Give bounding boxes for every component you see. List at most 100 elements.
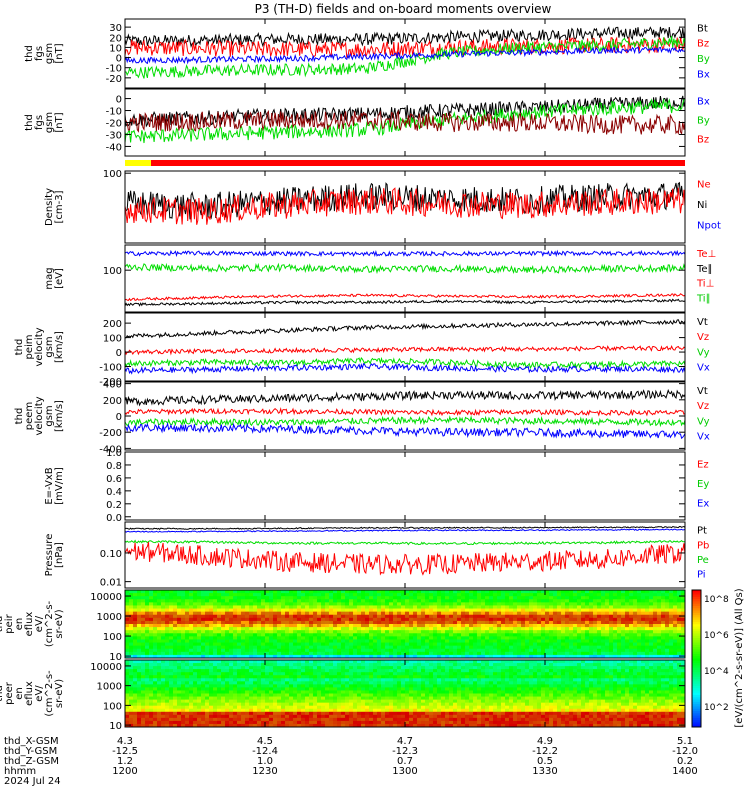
spectrogram-cell [585, 621, 590, 625]
spectrogram-cell [385, 643, 390, 647]
spectrogram-cell [365, 649, 370, 653]
spectrogram-cell [369, 590, 374, 594]
spectrogram-cell [133, 666, 138, 670]
spectrogram-cell [377, 615, 382, 619]
spectrogram-cell [157, 621, 162, 625]
spectrogram-cell [461, 605, 466, 609]
spectrogram-cell [265, 709, 270, 713]
spectrogram-cell [541, 596, 546, 600]
spectrogram-cell [181, 609, 186, 613]
spectrogram-cell [193, 697, 198, 701]
spectrogram-cell [277, 660, 282, 664]
spectrogram-cell [537, 590, 542, 594]
spectrogram-cell [289, 639, 294, 643]
spectrogram-cell [329, 718, 334, 722]
y-tick-label: -30 [106, 130, 122, 141]
spectrogram-cell [325, 663, 330, 667]
spectrogram-cell [209, 639, 214, 643]
spectrogram-cell [533, 652, 538, 656]
spectrogram-cell [161, 612, 166, 616]
spectrogram-cell [601, 630, 606, 634]
spectrogram-cell [361, 636, 366, 640]
spectrogram-cell [497, 621, 502, 625]
spectrogram-cell [333, 709, 338, 713]
spectrogram-cell [333, 718, 338, 722]
spectrogram-cell [225, 690, 230, 694]
spectrogram-cell [401, 639, 406, 643]
spectrogram-cell [261, 609, 266, 613]
spectrogram-cell [293, 621, 298, 625]
spectrogram-cell [213, 675, 218, 679]
spectrogram-cell [597, 599, 602, 603]
spectrogram-cell [409, 660, 414, 664]
spectrogram-cell [409, 609, 414, 613]
spectrogram-cell [201, 678, 206, 682]
spectrogram-cell [189, 697, 194, 701]
spectrogram-cell [269, 612, 274, 616]
spectrogram-cell [673, 639, 678, 643]
spectrogram-cell [273, 599, 278, 603]
spectrogram-cell [141, 602, 146, 606]
spectrogram-cell [425, 646, 430, 650]
spectrogram-cell [365, 609, 370, 613]
spectrogram-cell [205, 605, 210, 609]
spectrogram-cell [489, 599, 494, 603]
spectrogram-cell [609, 599, 614, 603]
spectrogram-cell [381, 690, 386, 694]
spectrogram-cell [305, 615, 310, 619]
spectrogram-cell [421, 649, 426, 653]
spectrogram-cell [173, 675, 178, 679]
spectrogram-cell [393, 627, 398, 631]
spectrogram-cell [345, 703, 350, 707]
spectrogram-cell [429, 602, 434, 606]
spectrogram-cell [313, 697, 318, 701]
spectrogram-cell [145, 706, 150, 710]
spectrogram-cell [373, 643, 378, 647]
spectrogram-cell [137, 709, 142, 713]
spectrogram-cell [581, 599, 586, 603]
spectrogram-cell [621, 652, 626, 656]
spectrogram-cell [149, 643, 154, 647]
spectrogram-cell [277, 602, 282, 606]
spectrogram-cell [301, 718, 306, 722]
spectrogram-cell [321, 599, 326, 603]
spectrogram-cell [533, 624, 538, 628]
spectrogram-cell [153, 596, 158, 600]
spectrogram-cell [581, 605, 586, 609]
spectrogram-cell [165, 621, 170, 625]
spectrogram-cell [301, 666, 306, 670]
spectrogram-cell [645, 590, 650, 594]
spectrogram-cell [573, 624, 578, 628]
spectrogram-cell [585, 599, 590, 603]
spectrogram-cell [445, 609, 450, 613]
spectrogram-cell [189, 649, 194, 653]
spectrogram-cell [513, 605, 518, 609]
spectrogram-cell [189, 721, 194, 725]
spectrogram-cell [309, 715, 314, 719]
spectrogram-cell [313, 675, 318, 679]
spectrogram-cell [409, 649, 414, 653]
legend-entry: Vy [697, 416, 710, 427]
spectrogram-cell [221, 643, 226, 647]
spectrogram-cell [409, 627, 414, 631]
spectrogram-cell [381, 605, 386, 609]
spectrogram-cell [169, 697, 174, 701]
spectrogram-cell [365, 672, 370, 676]
spectrogram-cell [221, 681, 226, 685]
spectrogram-cell [369, 712, 374, 716]
spectrogram-cell [505, 643, 510, 647]
spectrogram-cell [237, 627, 242, 631]
spectrogram-cell [349, 678, 354, 682]
spectrogram-cell [313, 630, 318, 634]
spectrogram-cell [481, 609, 486, 613]
spectrogram-cell [629, 593, 634, 597]
spectrogram-cell [289, 599, 294, 603]
spectrogram-cell [141, 669, 146, 673]
spectrogram-cell [221, 615, 226, 619]
spectrogram-cell [125, 709, 130, 713]
spectrogram-cell [181, 681, 186, 685]
spectrogram-cell [397, 678, 402, 682]
spectrogram-cell [565, 599, 570, 603]
spectrogram-cell [313, 590, 318, 594]
spectrogram-cell [205, 660, 210, 664]
